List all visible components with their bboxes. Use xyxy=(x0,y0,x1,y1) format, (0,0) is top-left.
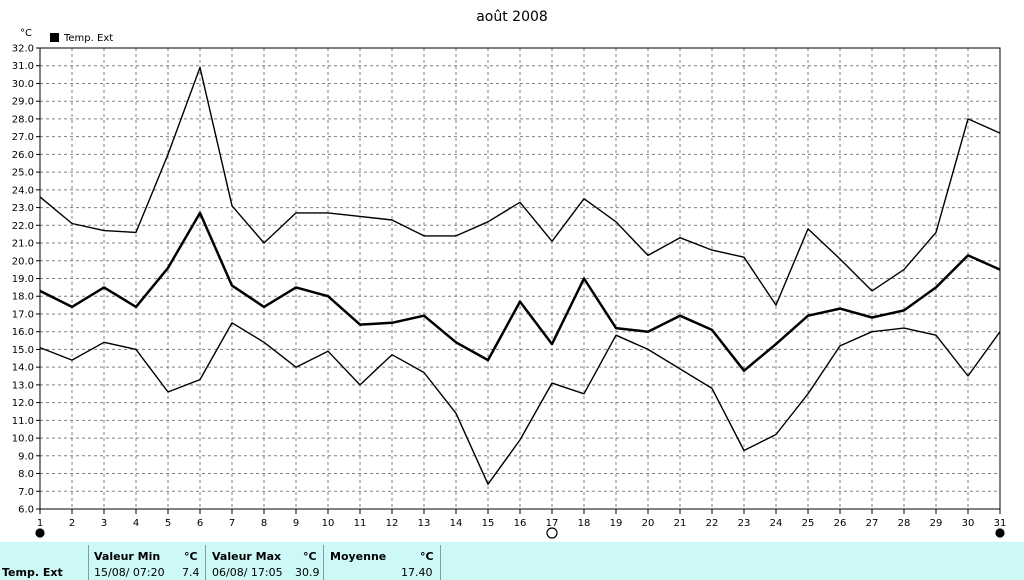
x-tick-label: 29 xyxy=(930,518,943,529)
x-tick-label: 14 xyxy=(450,518,463,529)
stats-separator xyxy=(205,545,206,580)
y-tick-label: 9.0 xyxy=(18,451,34,462)
y-tick-label: 29.0 xyxy=(12,97,34,108)
stats-max-unit: °C xyxy=(303,550,317,563)
series-line-min xyxy=(39,322,1001,485)
stats-panel: Temp. Ext Valeur Min °C 15/08/ 07:20 7.4… xyxy=(0,542,1024,580)
y-axis-unit: °C xyxy=(20,28,32,39)
y-tick-label: 17.0 xyxy=(12,309,34,320)
x-tick-label: 9 xyxy=(293,518,299,529)
y-tick-label: 10.0 xyxy=(12,434,34,445)
stats-separator xyxy=(440,545,441,580)
moon-phases xyxy=(35,527,1005,539)
y-tick-label: 20.0 xyxy=(12,256,34,267)
stats-max-label: Valeur Max xyxy=(212,550,282,563)
x-tick-label: 18 xyxy=(578,518,591,529)
x-tick-label: 1 xyxy=(37,518,43,529)
legend-entry: Temp. Ext xyxy=(63,33,113,44)
y-tick-label: 19.0 xyxy=(12,274,34,285)
series-line-mean xyxy=(39,211,1001,372)
x-tick-label: 20 xyxy=(642,518,655,529)
x-tick-label: 4 xyxy=(133,518,139,529)
stats-mean-label: Moyenne xyxy=(330,550,387,563)
legend-swatch xyxy=(50,33,59,42)
y-tick-label: 12.0 xyxy=(12,398,34,409)
y-tick-label: 21.0 xyxy=(12,239,34,250)
y-tick-label: 23.0 xyxy=(12,203,34,214)
y-tick-label: 8.0 xyxy=(18,469,34,480)
y-tick-label: 13.0 xyxy=(12,380,34,391)
y-tick-label: 7.0 xyxy=(18,487,34,498)
x-tick-label: 10 xyxy=(322,518,335,529)
temperature-chart: août 2008 °C Temp. Ext 6.0 7.0 8.0 9.0 10.0 1… xyxy=(12,9,1007,539)
x-tick-label: 6 xyxy=(197,518,203,529)
stats-min-value: 7.4 xyxy=(182,566,200,579)
y-tick-label: 15.0 xyxy=(12,345,34,356)
x-tick-label: 31 xyxy=(994,518,1007,529)
y-tick-label: 30.0 xyxy=(12,79,34,90)
x-tick-label: 3 xyxy=(101,518,107,529)
y-tick-label: 14.0 xyxy=(12,363,34,374)
x-tick-label: 16 xyxy=(514,518,527,529)
full-moon-icon xyxy=(546,527,558,539)
chart-title: août 2008 xyxy=(476,9,548,25)
stats-min-datetime: 15/08/ 07:20 xyxy=(94,566,165,579)
y-tick-label: 6.0 xyxy=(18,505,34,516)
series-line-max xyxy=(39,66,1001,306)
grid xyxy=(40,48,1000,509)
y-tick-label: 28.0 xyxy=(12,114,34,125)
series xyxy=(39,66,1001,485)
stats-max-value: 30.9 xyxy=(295,566,320,579)
stats-min-unit: °C xyxy=(184,550,198,563)
x-tick-label: 11 xyxy=(354,518,367,529)
y-tick-label: 32.0 xyxy=(12,44,34,55)
y-tick-label: 26.0 xyxy=(12,150,34,161)
y-tick-label: 11.0 xyxy=(12,416,34,427)
x-tick-label: 2 xyxy=(69,518,75,529)
new-moon-icon xyxy=(995,528,1005,538)
x-tick-label: 22 xyxy=(706,518,719,529)
axes: 6.0 7.0 8.0 9.0 10.0 11.0 12.0 13.0 14.0 15.0 16.0… xyxy=(12,44,1007,530)
stats-row-label: Temp. Ext xyxy=(2,566,63,579)
y-tick-label: 16.0 xyxy=(12,327,34,338)
x-tick-label: 13 xyxy=(418,518,431,529)
x-tick-label: 28 xyxy=(898,518,911,529)
y-tick-label: 27.0 xyxy=(12,132,34,143)
new-moon-icon xyxy=(35,528,45,538)
x-tick-label: 8 xyxy=(261,518,267,529)
x-tick-label: 27 xyxy=(866,518,879,529)
y-tick-label: 24.0 xyxy=(12,185,34,196)
stats-separator xyxy=(88,545,89,580)
x-tick-label: 15 xyxy=(482,518,495,529)
stats-max-datetime: 06/08/ 17:05 xyxy=(212,566,283,579)
y-tick-label: 25.0 xyxy=(12,168,34,179)
x-tick-label: 26 xyxy=(834,518,847,529)
stats-separator xyxy=(323,545,324,580)
stats-min-label: Valeur Min xyxy=(94,550,161,563)
y-tick-label: 31.0 xyxy=(12,61,34,72)
x-tick-label: 21 xyxy=(674,518,687,529)
stats-mean-value: 17.40 xyxy=(401,566,433,579)
stats-mean-unit: °C xyxy=(420,550,434,563)
x-tick-label: 19 xyxy=(610,518,623,529)
x-tick-label: 23 xyxy=(738,518,751,529)
x-tick-label: 30 xyxy=(962,518,975,529)
x-tick-label: 25 xyxy=(802,518,815,529)
x-tick-label: 5 xyxy=(165,518,171,529)
x-tick-label: 12 xyxy=(386,518,399,529)
x-tick-label: 24 xyxy=(770,518,783,529)
x-tick-label: 7 xyxy=(229,518,235,529)
x-tick-label: 17 xyxy=(546,518,559,529)
y-tick-label: 22.0 xyxy=(12,221,34,232)
y-tick-label: 18.0 xyxy=(12,292,34,303)
